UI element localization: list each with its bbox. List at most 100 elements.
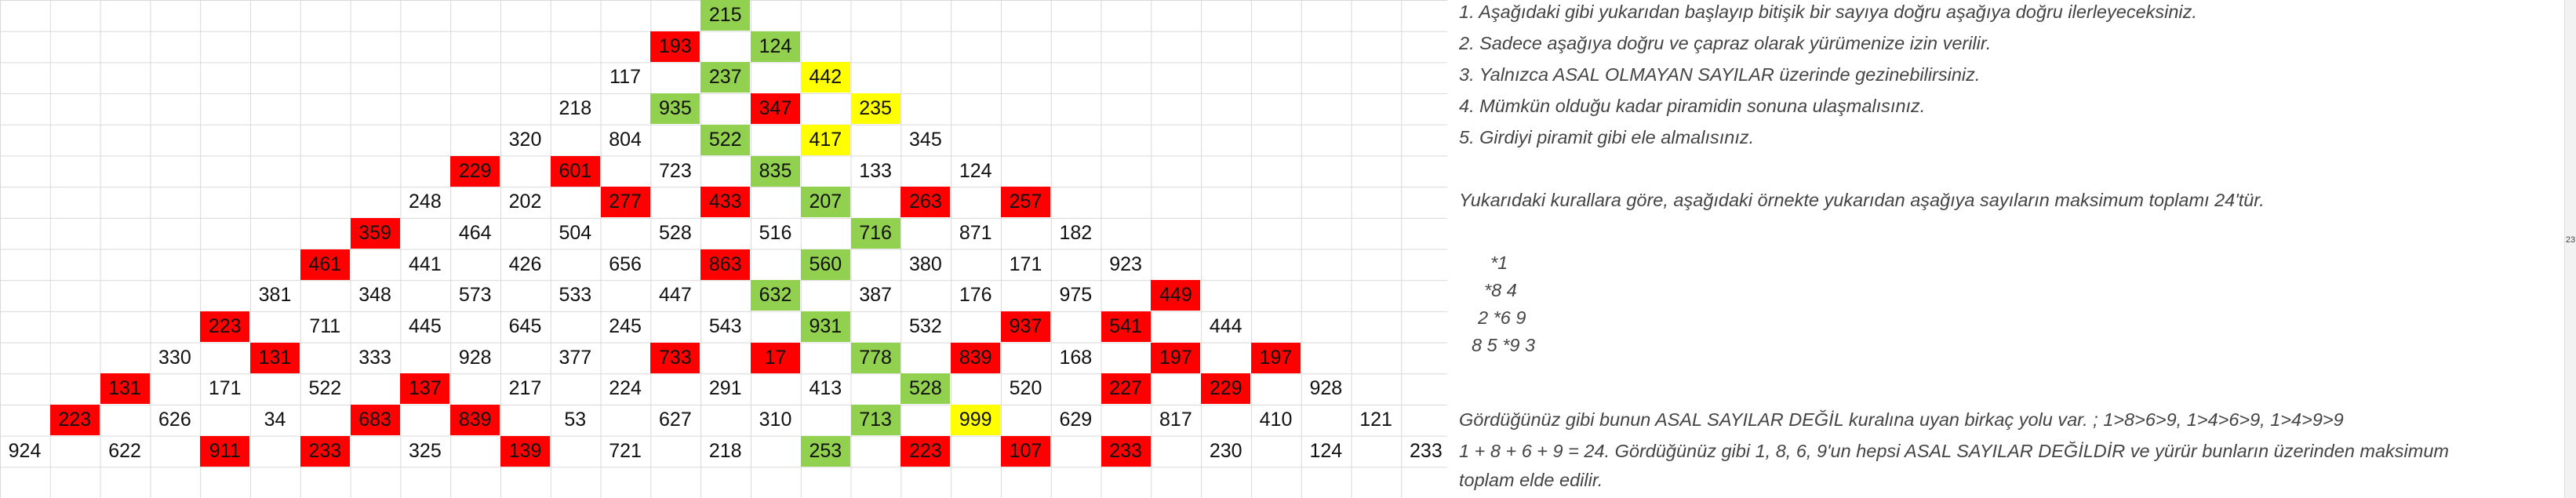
pyramid-cell[interactable]: 442 (800, 62, 850, 93)
pyramid-cell[interactable]: 601 (550, 155, 600, 187)
pyramid-cell[interactable]: 245 (609, 315, 642, 337)
pyramid-cell[interactable]: 348 (358, 284, 391, 307)
pyramid-cell[interactable]: 645 (508, 315, 542, 337)
pyramid-cell[interactable]: 804 (609, 128, 642, 151)
pyramid-cell[interactable]: 928 (1309, 377, 1343, 400)
pyramid-cell[interactable]: 627 (659, 409, 692, 431)
pyramid-cell[interactable]: 215 (700, 0, 751, 31)
pyramid-cell[interactable]: 928 (458, 346, 492, 369)
pyramid-cell[interactable]: 53 (564, 409, 587, 431)
pyramid-cell[interactable]: 931 (800, 311, 850, 342)
pyramid-cell[interactable]: 721 (609, 439, 642, 462)
pyramid-cell[interactable]: 124 (959, 159, 992, 182)
pyramid-cell[interactable]: 520 (1009, 377, 1042, 400)
pyramid-cell[interactable]: 207 (800, 187, 850, 218)
pyramid-cell[interactable]: 133 (859, 159, 892, 182)
pyramid-cell[interactable]: 377 (558, 346, 592, 369)
pyramid-cell[interactable]: 171 (208, 377, 242, 400)
vertical-scrollbar[interactable]: 23 (2564, 0, 2576, 498)
pyramid-cell[interactable]: 345 (909, 128, 942, 151)
pyramid-cell[interactable]: 447 (659, 284, 692, 307)
pyramid-cell[interactable]: 193 (650, 31, 700, 62)
pyramid-cell[interactable]: 230 (1209, 439, 1243, 462)
pyramid-cell[interactable]: 124 (751, 31, 800, 62)
pyramid-cell[interactable]: 410 (1259, 409, 1293, 431)
pyramid-cell[interactable]: 325 (409, 439, 442, 462)
rules-text-box[interactable]: 1. Aşağıdaki gibi yukarıdan başlayıp bit… (1459, 0, 2565, 498)
pyramid-cell[interactable]: 975 (1059, 284, 1093, 307)
pyramid-cell[interactable]: 107 (1001, 435, 1050, 467)
pyramid-cell[interactable]: 347 (751, 93, 800, 125)
pyramid-cell[interactable]: 528 (901, 373, 951, 405)
pyramid-cell[interactable]: 871 (959, 221, 992, 244)
pyramid-cell[interactable]: 464 (458, 221, 492, 244)
pyramid-cell[interactable]: 528 (659, 221, 692, 244)
pyramid-cell[interactable]: 417 (800, 124, 850, 155)
pyramid-cell[interactable]: 121 (1359, 409, 1392, 431)
pyramid-cell[interactable]: 835 (751, 155, 800, 187)
pyramid-cell[interactable]: 17 (751, 342, 800, 373)
pyramid-cell[interactable]: 223 (49, 405, 100, 436)
pyramid-cell[interactable]: 413 (809, 377, 842, 400)
pyramid-cell[interactable]: 444 (1209, 315, 1243, 337)
pyramid-cell[interactable]: 359 (350, 217, 400, 249)
pyramid-cell[interactable]: 171 (1009, 253, 1042, 275)
pyramid-cell[interactable]: 713 (850, 405, 901, 436)
pyramid-cell[interactable]: 935 (650, 93, 700, 125)
pyramid-cell[interactable]: 937 (1001, 311, 1050, 342)
pyramid-cell[interactable]: 923 (1109, 253, 1142, 275)
pyramid-cell[interactable]: 560 (800, 249, 850, 280)
pyramid-cell[interactable]: 131 (100, 373, 150, 405)
pyramid-cell[interactable]: 248 (409, 191, 442, 213)
pyramid-cell[interactable]: 433 (700, 187, 751, 218)
pyramid-cell[interactable]: 911 (200, 435, 250, 467)
pyramid-cell[interactable]: 223 (901, 435, 951, 467)
pyramid-cell[interactable]: 277 (600, 187, 650, 218)
pyramid-cell[interactable]: 839 (450, 405, 500, 436)
pyramid-cell[interactable]: 124 (1309, 439, 1343, 462)
pyramid-cell[interactable]: 711 (309, 315, 341, 337)
pyramid-cell[interactable]: 778 (850, 342, 901, 373)
pyramid-cell[interactable]: 716 (850, 217, 901, 249)
pyramid-cell[interactable]: 218 (708, 439, 742, 462)
pyramid-cell[interactable]: 233 (1101, 435, 1151, 467)
pyramid-cell[interactable]: 197 (1151, 342, 1201, 373)
pyramid-cell[interactable]: 233 (1410, 439, 1443, 462)
pyramid-cell[interactable]: 426 (508, 253, 542, 275)
pyramid-cell[interactable]: 532 (909, 315, 942, 337)
pyramid-cell[interactable]: 461 (300, 249, 350, 280)
pyramid-cell[interactable]: 449 (1151, 280, 1201, 311)
pyramid-cell[interactable]: 656 (609, 253, 642, 275)
pyramid-cell[interactable]: 257 (1001, 187, 1050, 218)
pyramid-cell[interactable]: 233 (300, 435, 350, 467)
pyramid-cell[interactable]: 445 (409, 315, 442, 337)
pyramid-cell[interactable]: 504 (558, 221, 592, 244)
pyramid-cell[interactable]: 218 (558, 97, 592, 120)
pyramid-cell[interactable]: 310 (759, 409, 792, 431)
pyramid-cell[interactable]: 223 (200, 311, 250, 342)
pyramid-cell[interactable]: 543 (708, 315, 742, 337)
pyramid-cell[interactable]: 224 (609, 377, 642, 400)
pyramid-cell[interactable]: 622 (108, 439, 141, 462)
pyramid-cell[interactable]: 387 (859, 284, 892, 307)
pyramid-cell[interactable]: 733 (650, 342, 700, 373)
pyramid-cell[interactable]: 522 (700, 124, 751, 155)
pyramid-cell[interactable]: 516 (759, 221, 792, 244)
pyramid-cell[interactable]: 817 (1159, 409, 1192, 431)
pyramid-cell[interactable]: 723 (659, 159, 692, 182)
pyramid-cell[interactable]: 839 (951, 342, 1001, 373)
pyramid-cell[interactable]: 522 (308, 377, 342, 400)
pyramid-cell[interactable]: 253 (800, 435, 850, 467)
pyramid-cell[interactable]: 632 (751, 280, 800, 311)
pyramid-cell[interactable]: 227 (1101, 373, 1151, 405)
pyramid-cell[interactable]: 999 (951, 405, 1001, 436)
pyramid-cell[interactable]: 229 (450, 155, 500, 187)
pyramid-cell[interactable]: 863 (700, 249, 751, 280)
pyramid-cell[interactable]: 197 (1251, 342, 1301, 373)
pyramid-cell[interactable]: 330 (158, 346, 191, 369)
pyramid-cell[interactable]: 263 (901, 187, 951, 218)
pyramid-cell[interactable]: 573 (458, 284, 492, 307)
pyramid-cell[interactable]: 237 (700, 62, 751, 93)
pyramid-cell[interactable]: 137 (400, 373, 450, 405)
pyramid-cell[interactable]: 291 (708, 377, 742, 400)
